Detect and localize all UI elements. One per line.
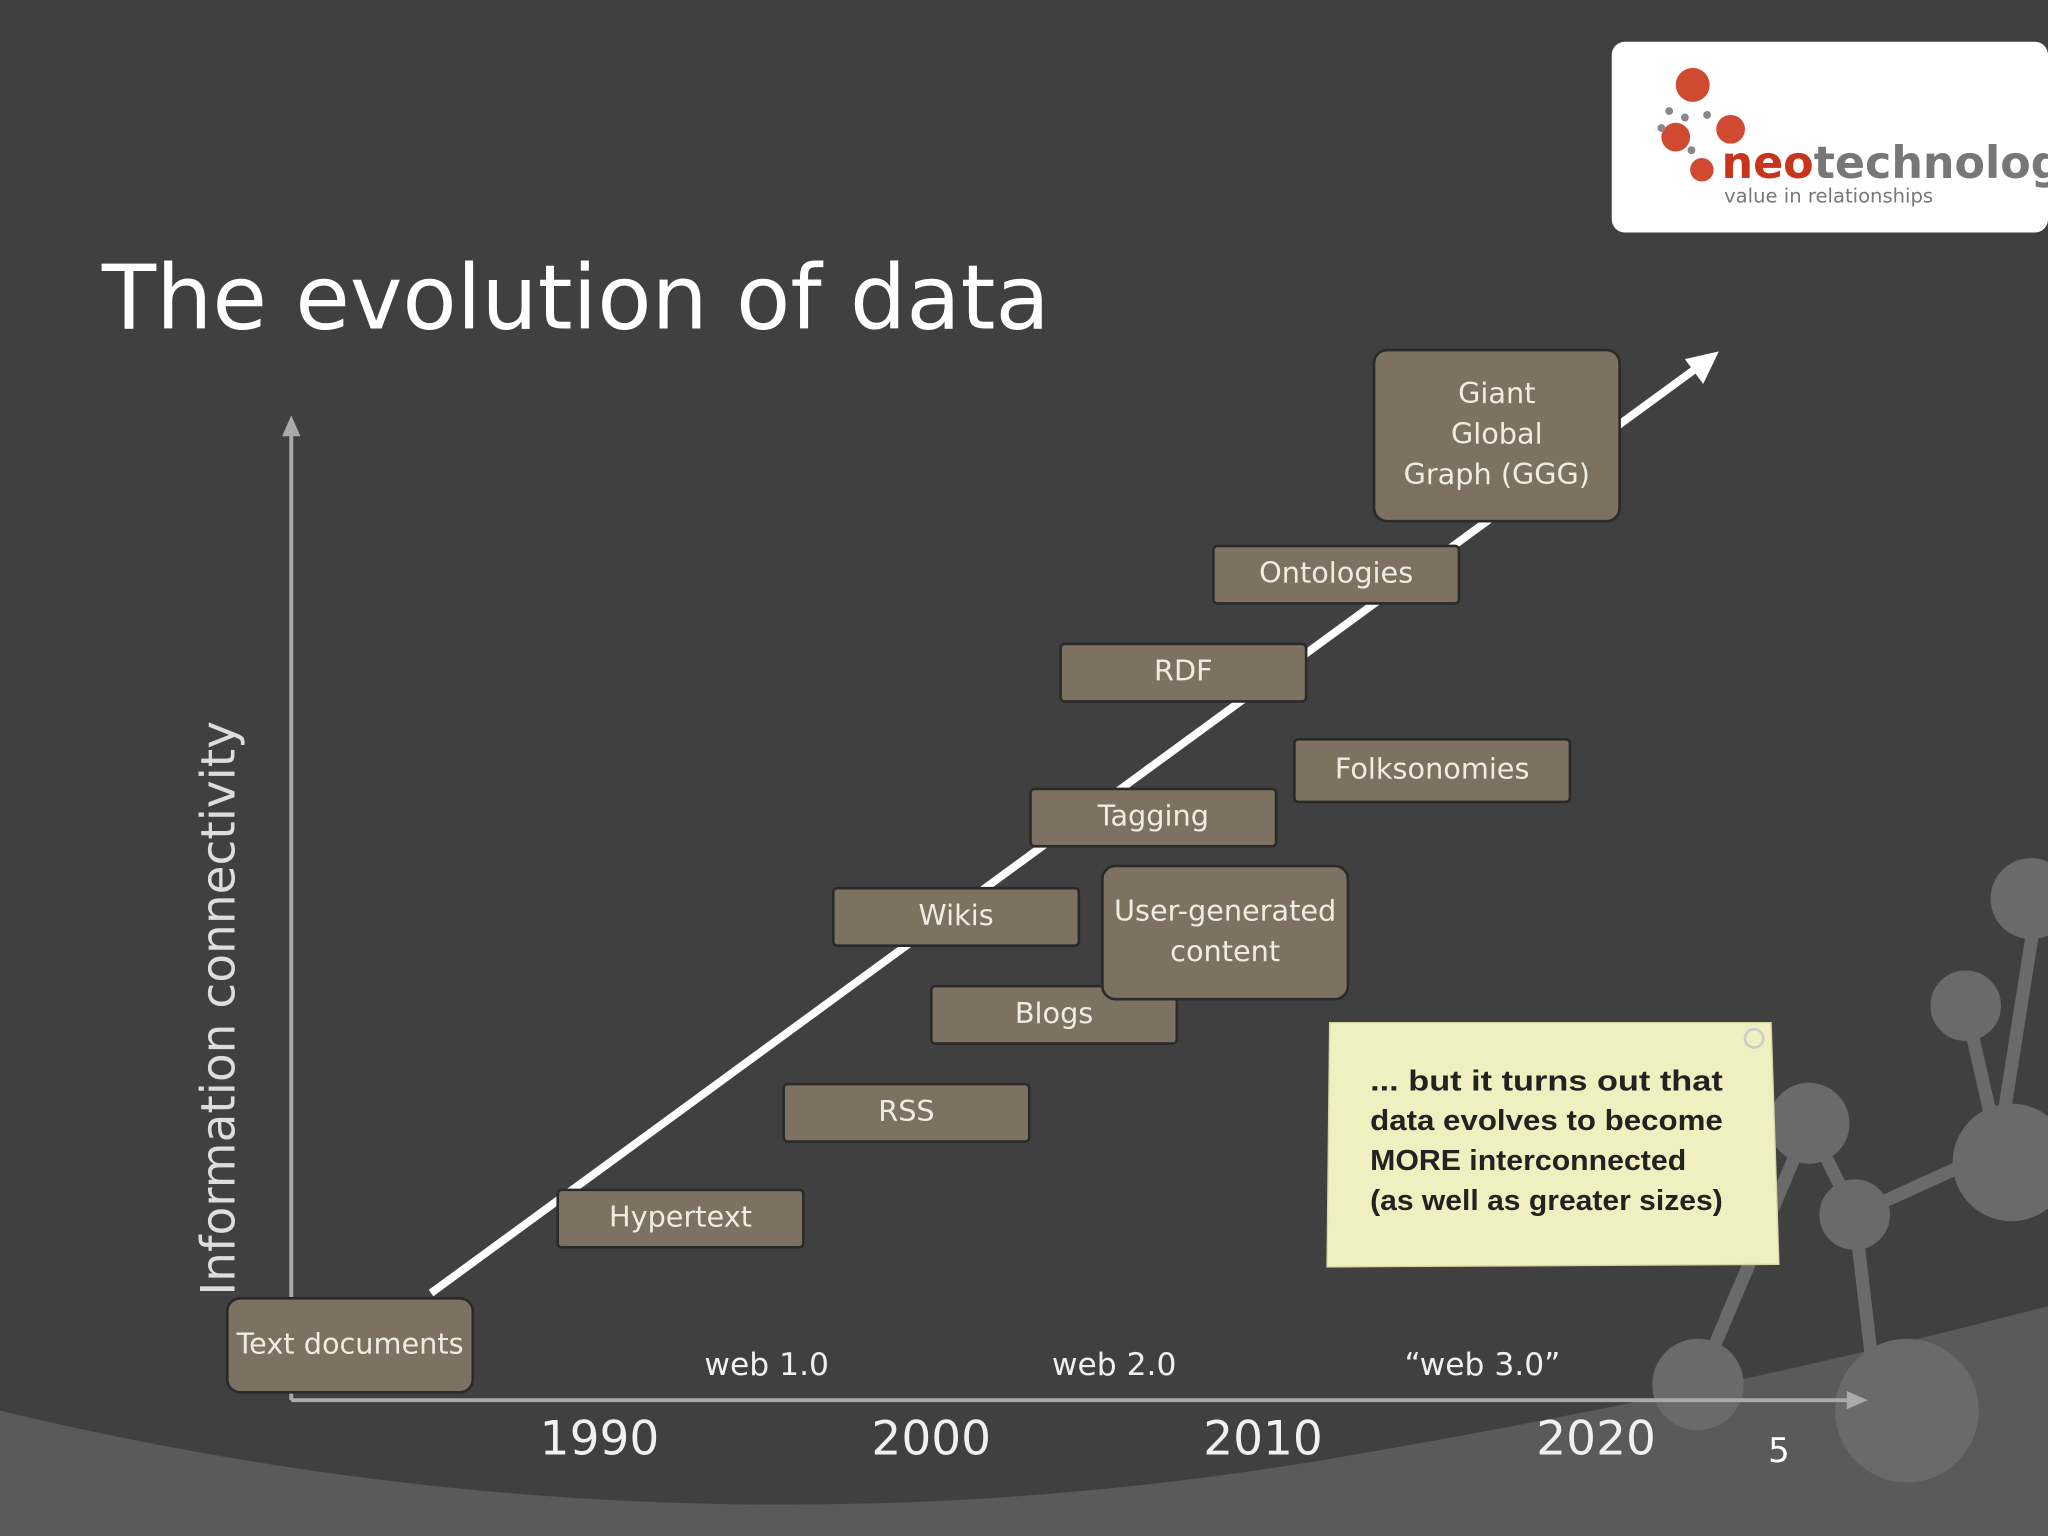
item-box [831, 886, 1081, 947]
y-axis-arrow [282, 415, 301, 437]
item: Giant Global Graph (GGG) [1372, 348, 1621, 523]
years: 1990 2000 2010 2020 [540, 1411, 1656, 1466]
page-number: 5 [1768, 1431, 1790, 1471]
item-label: Hypertext [609, 1200, 752, 1234]
item: Ontologies [1212, 544, 1461, 605]
item-label: User-generated [1114, 893, 1336, 927]
item-label: Tagging [1097, 799, 1209, 833]
note-line: data evolves to become [1370, 1105, 1723, 1137]
item-box [1059, 642, 1308, 703]
item-box [225, 1296, 475, 1394]
eras: web 1.0 web 2.0 “web 3.0” [704, 1347, 1560, 1383]
item-label: Giant [1458, 376, 1535, 410]
item: Tagging [1029, 787, 1278, 848]
item: Folksonomies [1293, 737, 1572, 804]
item-box [1101, 864, 1350, 1001]
item: RDF [1059, 642, 1308, 703]
logo-tagline: value in relationships [1724, 185, 1933, 208]
item: Wikis [831, 886, 1081, 947]
year-label: 1990 [540, 1411, 660, 1466]
logo-brand-part: neo [1721, 138, 1813, 189]
logo-box [1611, 41, 2048, 233]
slide-title: The evolution of data [101, 247, 1050, 350]
item-label: Graph (GGG) [1404, 457, 1590, 491]
background-wave [0, 1306, 2048, 1536]
trend-arrow-head [1684, 351, 1719, 384]
note-line: MORE interconnected [1370, 1145, 1686, 1177]
item-label: Blogs [1015, 996, 1093, 1030]
item-box [1029, 787, 1278, 848]
year-label: 2020 [1536, 1411, 1656, 1466]
items: Text documents Hypertext RSS Blogs Wikis User… [225, 348, 1621, 1394]
item-label: Text documents [236, 1326, 464, 1360]
y-axis-label: Information connectivity [192, 721, 247, 1296]
logo-icon [1657, 67, 1745, 182]
item-label: Global [1451, 417, 1543, 451]
item-label: RSS [878, 1094, 934, 1128]
era-label: web 2.0 [1052, 1347, 1177, 1383]
item-box [1212, 544, 1461, 605]
item: Hypertext [556, 1188, 805, 1249]
item-box [1293, 737, 1572, 804]
item-label: Wikis [918, 898, 993, 932]
item-box [1372, 348, 1621, 523]
decoration [1652, 858, 2048, 1483]
year-label: 2000 [871, 1411, 991, 1466]
note-line: (as well as greater sizes) [1370, 1185, 1723, 1217]
item-box [782, 1082, 1031, 1143]
item-label: content [1170, 934, 1280, 968]
item-label: RDF [1154, 654, 1213, 688]
x-axis-arrow [1846, 1391, 1868, 1410]
era-label: “web 3.0” [1404, 1347, 1560, 1383]
item-label: Folksonomies [1335, 752, 1530, 786]
year-label: 2010 [1203, 1411, 1323, 1466]
sticky-note [1326, 1022, 1780, 1268]
item-box [556, 1188, 805, 1249]
item: RSS [782, 1082, 1031, 1143]
era-label: web 1.0 [704, 1347, 829, 1383]
logo-brand-part: technology [1814, 138, 2048, 189]
note-text: ... but it turns out that data evolves to… [1370, 1065, 1723, 1217]
logo-brand: neotechnology [1721, 138, 2048, 189]
item: Text documents [225, 1296, 475, 1394]
item-label: Ontologies [1259, 556, 1413, 590]
item: User-generated content [1101, 864, 1350, 1001]
note-close[interactable] [1743, 1027, 1765, 1049]
note-line: ... but it turns out that [1370, 1065, 1723, 1097]
